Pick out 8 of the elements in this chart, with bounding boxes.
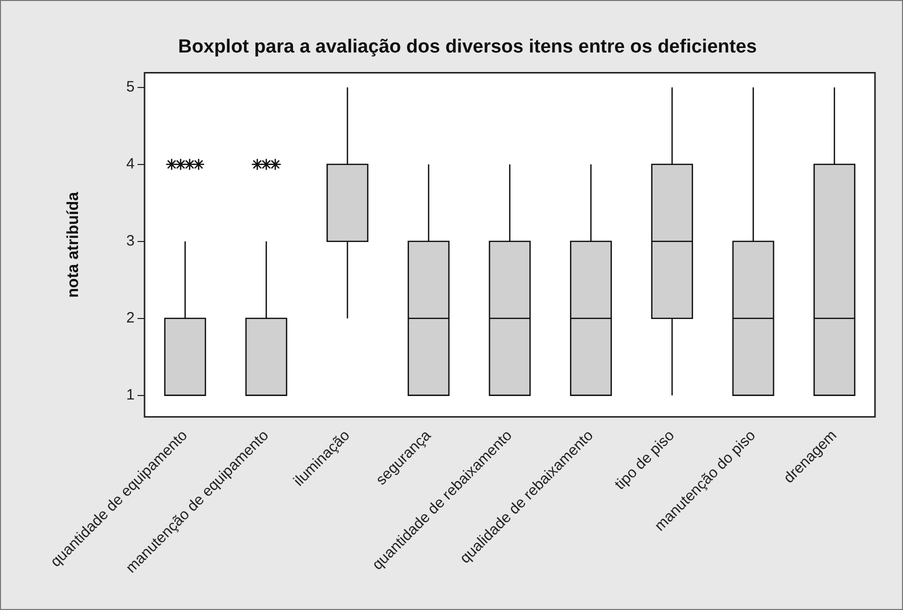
y-tick-label: 3 — [126, 232, 135, 250]
x-tick-label: tipo de piso — [612, 426, 678, 494]
y-tick-label: 2 — [126, 309, 135, 326]
y-tick-label: 1 — [126, 386, 135, 404]
y-tick-label: 5 — [126, 78, 135, 96]
y-tick-label: 4 — [126, 156, 135, 173]
y-axis-title: nota atribuída — [65, 192, 82, 298]
chart-title: Boxplot para a avaliação dos diversos itens entre os deficientes — [178, 36, 757, 58]
